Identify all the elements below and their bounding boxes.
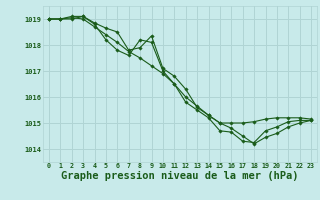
X-axis label: Graphe pression niveau de la mer (hPa): Graphe pression niveau de la mer (hPa) xyxy=(61,171,299,181)
